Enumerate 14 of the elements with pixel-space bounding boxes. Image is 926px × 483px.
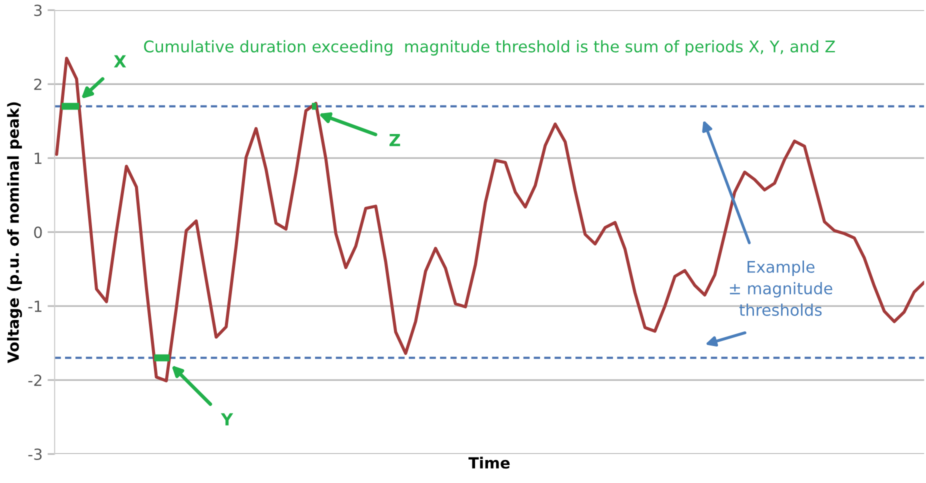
y-tick-label: 3	[34, 4, 42, 16]
annotation: Z	[390, 134, 400, 146]
annotation: Y	[220, 413, 234, 426]
annotation: Example ± magnitude thresholds	[730, 260, 832, 316]
y-tick-label: -3	[28, 448, 42, 460]
y-tick-label: 0	[34, 226, 42, 238]
y-tick-label: 2	[34, 78, 42, 90]
y-tick-label: 1	[34, 152, 42, 164]
y-axis-title: Voltage (p.u. of nominal peak)	[7, 102, 22, 364]
annotation: Cumulative duration exceeding magnitude threshold is the sum of periods X, Y, and Z	[144, 40, 835, 56]
x-axis-title: Time	[468, 456, 510, 469]
annotation: X	[114, 55, 126, 68]
y-tick-label: -2	[28, 374, 42, 386]
y-tick-label: -1	[28, 300, 42, 312]
